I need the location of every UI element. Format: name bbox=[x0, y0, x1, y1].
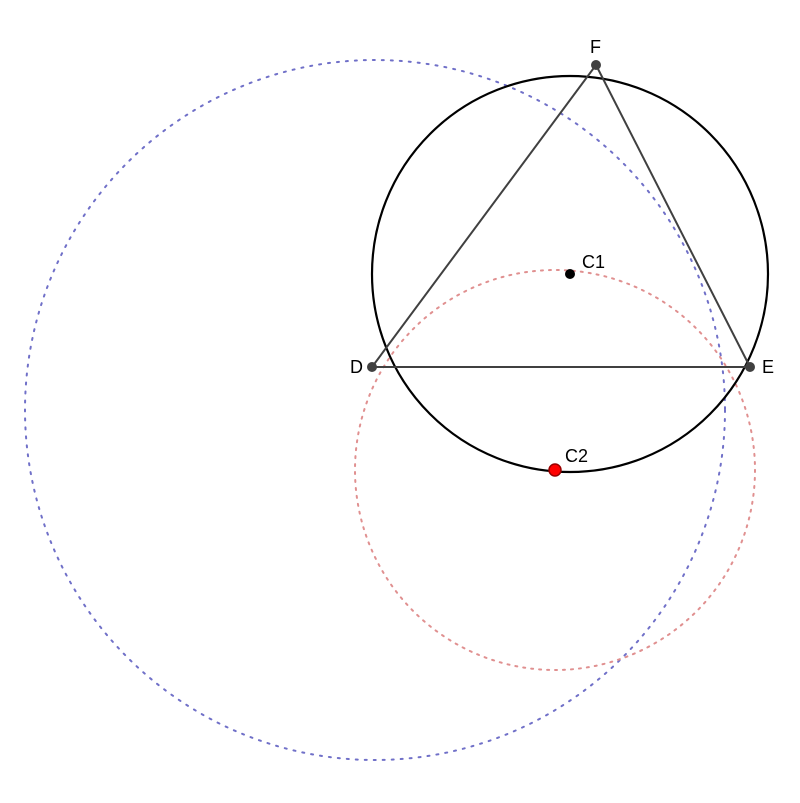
label-C2: C2 bbox=[565, 446, 588, 466]
circle-blue-dotted bbox=[25, 60, 725, 760]
segment-DF bbox=[372, 65, 596, 367]
geometry-diagram: D E F C1 C2 bbox=[0, 0, 800, 803]
segment-EF bbox=[596, 65, 750, 367]
label-E: E bbox=[762, 357, 774, 377]
label-F: F bbox=[590, 37, 601, 57]
point-D bbox=[367, 362, 377, 372]
label-D: D bbox=[350, 357, 363, 377]
point-F bbox=[591, 60, 601, 70]
point-C2 bbox=[549, 464, 561, 476]
label-C1: C1 bbox=[582, 252, 605, 272]
point-C1 bbox=[565, 269, 575, 279]
point-E bbox=[745, 362, 755, 372]
